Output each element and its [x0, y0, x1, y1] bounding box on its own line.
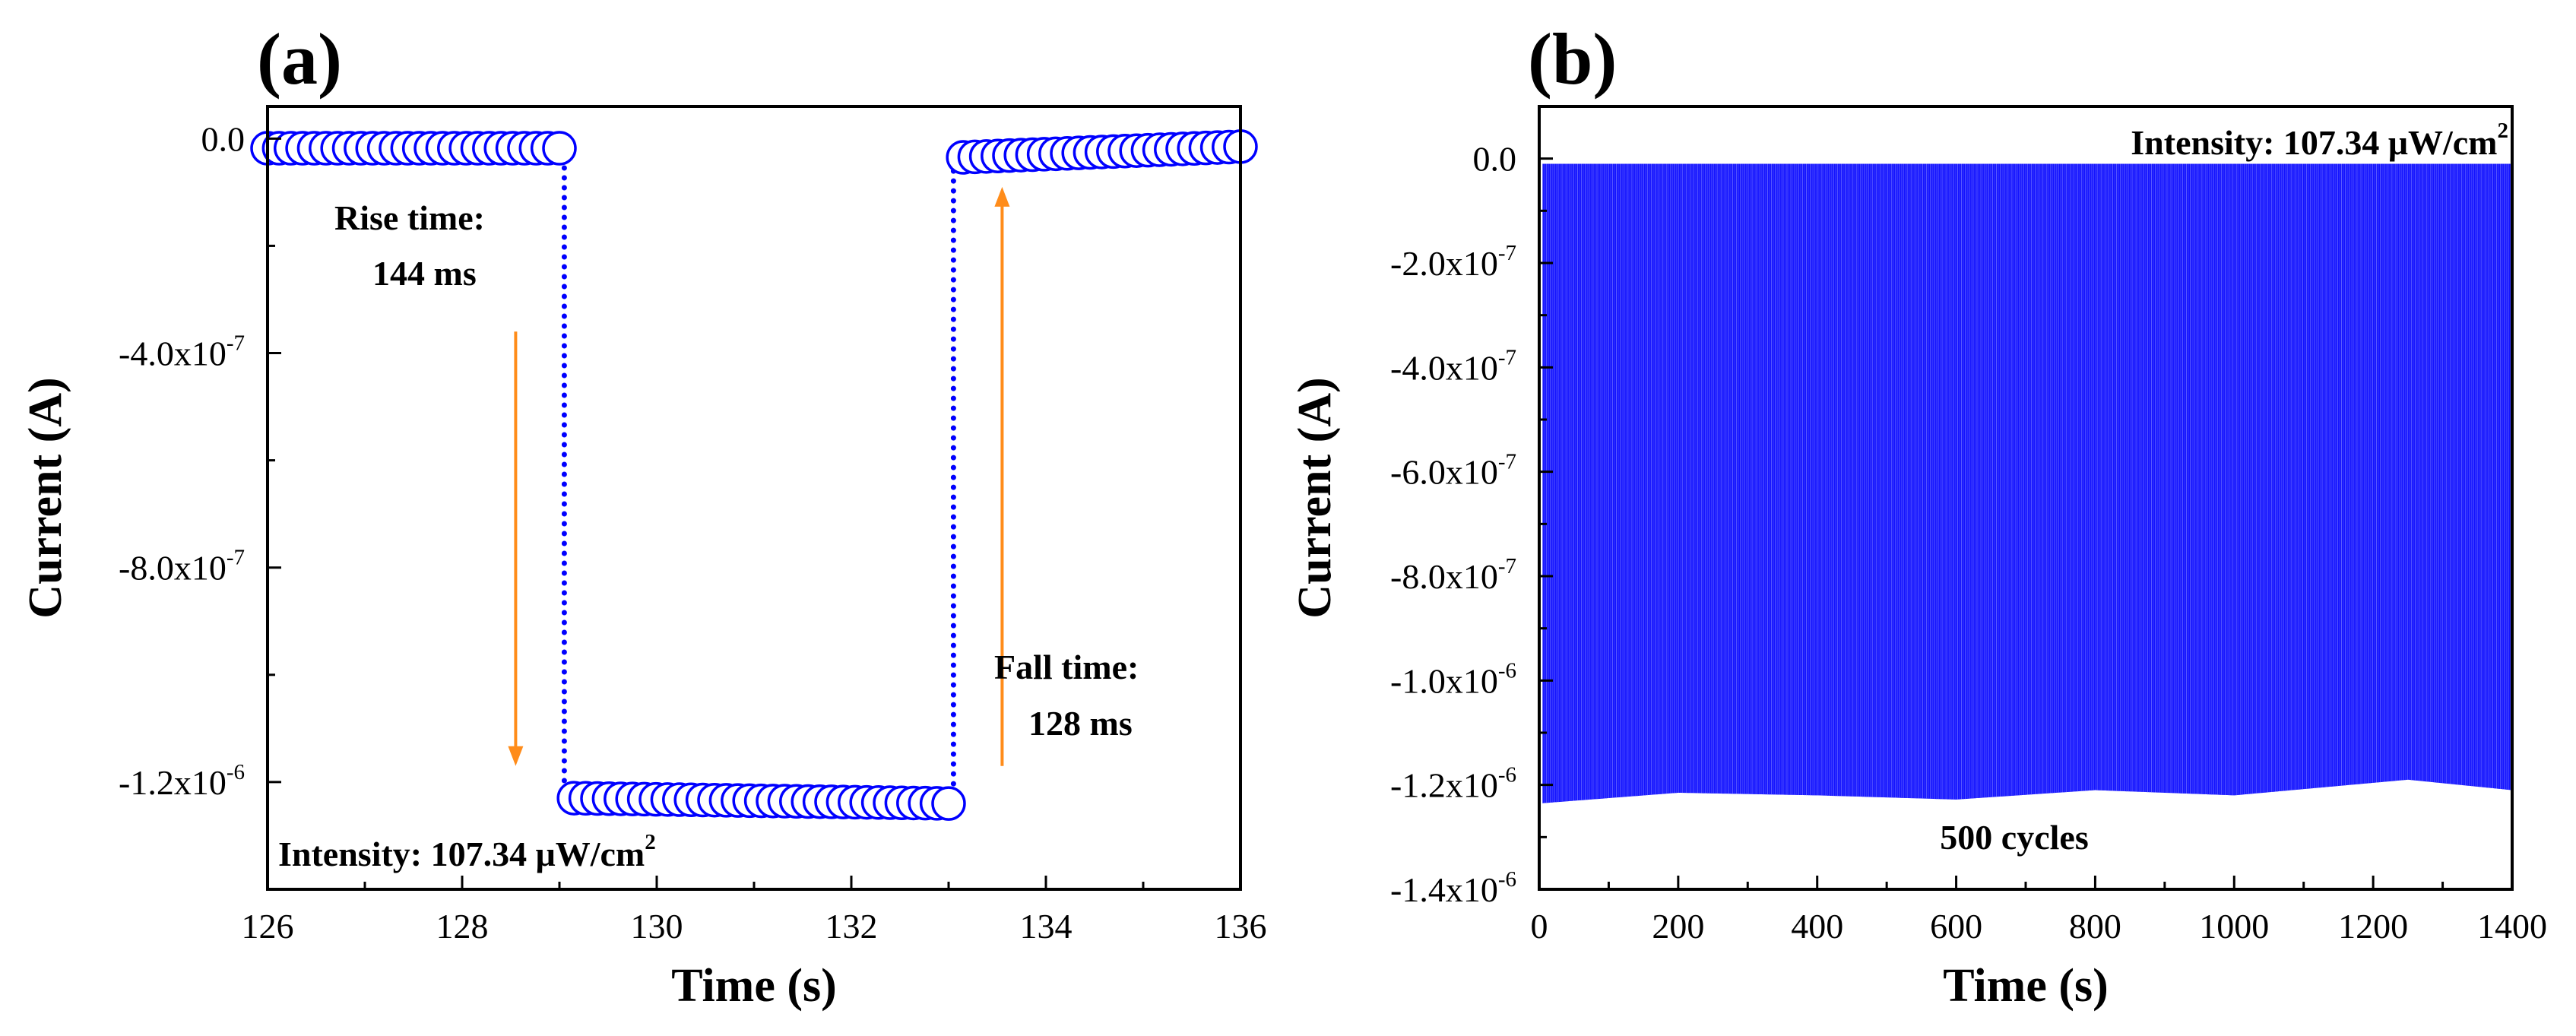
panel-b-x-tick-label: 0 — [1531, 907, 1548, 946]
panel-a-arrows — [508, 186, 1010, 766]
panel-b-series — [1542, 163, 2512, 803]
panel-b-x-axis: 0 200 400 600 800 1000 1200 1400 — [1531, 876, 2547, 946]
fall-time-value: 128 ms — [1028, 704, 1133, 743]
panel-a-x-axis: 126 128 130 132 134 136 — [242, 876, 1267, 946]
panel-b-x-tick-label: 400 — [1791, 907, 1843, 946]
panel-b-y-tick-label: -6.0x10-7 — [1390, 450, 1516, 492]
panel-b-x-tick-label: 200 — [1652, 907, 1704, 946]
panel-a-x-tick-label: 130 — [631, 907, 683, 946]
panel-a-intensity-text: Intensity: 107.34 μW/cm — [278, 835, 645, 873]
panel-b-x-tick-label: 600 — [1930, 907, 1982, 946]
panel-a-y-axis: 0.0 -4.0x10-7 -8.0x10-7 -1.2x10-6 — [119, 119, 281, 802]
cycles-label: 500 cycles — [1940, 818, 2088, 857]
fall-time-label: Fall time: — [994, 648, 1139, 686]
panel-b-label: (b) — [1528, 18, 1617, 100]
panel-a-y-tick-label: -8.0x10-7 — [119, 546, 245, 588]
panel-a-y-tick-label: -1.2x10-6 — [119, 760, 245, 802]
panel-a-x-tick-label: 128 — [436, 907, 489, 946]
panel-a-x-tick-label: 132 — [825, 907, 878, 946]
panel-b-x-axis-title: Time (s) — [1943, 960, 2109, 1012]
panel-a-x-axis-title: Time (s) — [671, 960, 837, 1012]
panel-a-x-tick-label: 134 — [1020, 907, 1073, 946]
panel-b-intensity-label: Intensity: 107.34 μW/cm2 — [2131, 119, 2508, 162]
panel-a-y-axis-title: Current (A) — [20, 377, 71, 618]
data-point — [542, 131, 577, 166]
panel-b: (b) 0 200 400 600 800 1000 1200 1400 0.0 -2.0x10… — [1289, 18, 2547, 1012]
panel-a-intensity-label: Intensity: 107.34 μW/cm2 — [278, 830, 656, 873]
panel-b-y-tick-label: -4.0x10-7 — [1390, 345, 1516, 387]
panel-b-y-tick-label: -2.0x10-7 — [1390, 241, 1516, 283]
panel-a-intensity-exp: 2 — [645, 830, 656, 854]
panel-b-y-tick-label: -8.0x10-7 — [1390, 554, 1516, 596]
panel-b-y-axis-title: Current (A) — [1289, 377, 1341, 618]
panel-b-y-axis: 0.0 -2.0x10-7 -4.0x10-7 -6.0x10-7 -8.0x10-7 -… — [1390, 140, 1553, 909]
panel-b-x-tick-label: 1400 — [2477, 907, 2547, 946]
data-point — [931, 786, 966, 821]
panel-b-x-tick-label: 1000 — [2199, 907, 2269, 946]
panel-b-y-tick-label: -1.2x10-6 — [1390, 763, 1516, 805]
panel-a-x-tick-label: 136 — [1215, 907, 1267, 946]
rise-time-value: 144 ms — [372, 254, 477, 293]
panel-a-label: (a) — [257, 18, 342, 100]
panel-a: (a) 126 128 130 132 134 136 0.0 -4.0x10-7 -8.0x… — [20, 18, 1267, 1012]
panel-b-intensity-text: Intensity: 107.34 μW/cm — [2131, 123, 2497, 162]
panel-b-y-tick-label: -1.0x10-6 — [1390, 658, 1516, 700]
panel-b-y-tick-label: 0.0 — [1473, 140, 1517, 179]
time-arrow-head — [508, 746, 524, 766]
panel-a-y-tick-label: -4.0x10-7 — [119, 331, 245, 373]
panel-a-y-tick-label: 0.0 — [201, 119, 246, 158]
rise-time-label: Rise time: — [334, 198, 485, 237]
panel-b-x-tick-label: 800 — [2069, 907, 2121, 946]
time-arrow-head — [994, 186, 1010, 207]
panel-a-x-tick-label: 126 — [242, 907, 294, 946]
panel-b-x-tick-label: 1200 — [2338, 907, 2408, 946]
panel-b-y-tick-label: -1.4x10-6 — [1390, 867, 1516, 909]
panel-b-intensity-exp: 2 — [2498, 119, 2509, 143]
